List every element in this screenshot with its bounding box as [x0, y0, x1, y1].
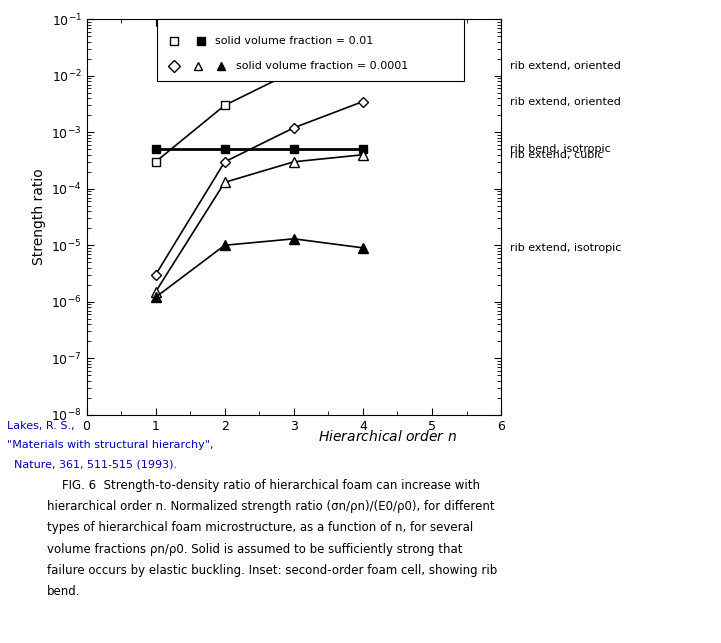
FancyBboxPatch shape	[157, 19, 464, 80]
Text: types of hierarchical foam microstructure, as a function of n, for several: types of hierarchical foam microstructur…	[47, 521, 473, 534]
Text: Nature, 361, 511-515 (1993).: Nature, 361, 511-515 (1993).	[7, 460, 177, 470]
Text: hierarchical order n. Normalized strength ratio (σn/ρn)/(E0/ρ0), for different: hierarchical order n. Normalized strengt…	[47, 500, 495, 513]
Text: rib bend, isotropic: rib bend, isotropic	[510, 144, 611, 154]
Text: rib extend, cubic: rib extend, cubic	[510, 150, 603, 159]
Text: volume fractions ρn/ρ0. Solid is assumed to be sufficiently strong that: volume fractions ρn/ρ0. Solid is assumed…	[47, 543, 462, 556]
Text: solid volume fraction = 0.0001: solid volume fraction = 0.0001	[236, 61, 408, 71]
Text: rib extend, isotropic: rib extend, isotropic	[510, 243, 621, 253]
Text: bend.: bend.	[47, 585, 80, 598]
Text: rib extend, oriented: rib extend, oriented	[510, 96, 621, 107]
Text: "Materials with structural hierarchy",: "Materials with structural hierarchy",	[7, 440, 213, 451]
Text: FIG. 6  Strength-to-density ratio of hierarchical foam can increase with: FIG. 6 Strength-to-density ratio of hier…	[47, 479, 480, 492]
Text: solid volume fraction = 0.01: solid volume fraction = 0.01	[215, 36, 373, 46]
Text: failure occurs by elastic buckling. Inset: second-order foam cell, showing rib: failure occurs by elastic buckling. Inse…	[47, 564, 497, 577]
Y-axis label: Strength ratio: Strength ratio	[32, 168, 45, 266]
Text: Hierarchical order $n$: Hierarchical order $n$	[318, 429, 457, 444]
Text: Lakes, R. S.,: Lakes, R. S.,	[7, 421, 75, 431]
Text: rib extend, oriented: rib extend, oriented	[510, 61, 621, 71]
